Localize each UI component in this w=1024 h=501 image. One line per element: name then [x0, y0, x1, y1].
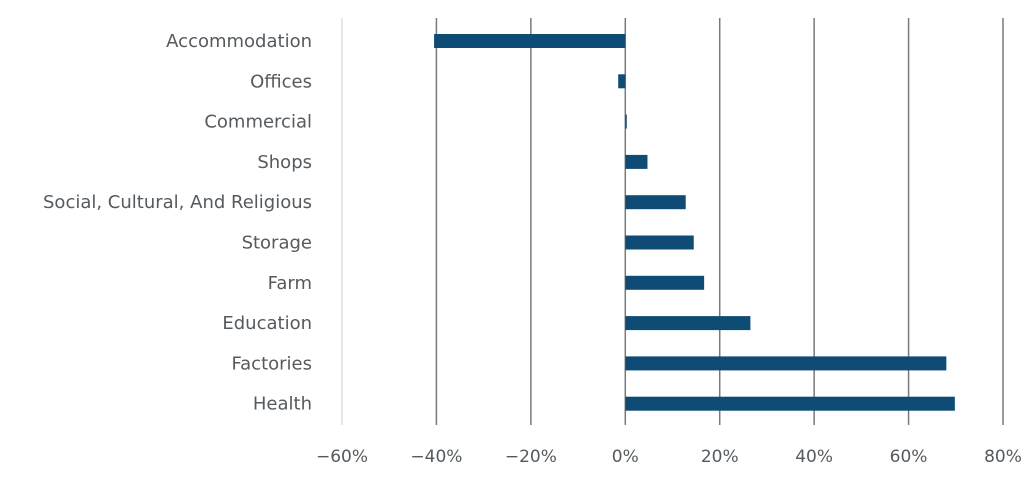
x-tick-label: 60% — [890, 447, 928, 467]
x-tick-label: −40% — [410, 447, 462, 467]
category-label: Shops — [257, 152, 312, 173]
bar — [625, 316, 751, 331]
bar — [625, 356, 947, 371]
bar — [618, 74, 626, 89]
x-tick-label: −20% — [505, 447, 557, 467]
bar — [434, 34, 626, 48]
category-label: Education — [222, 313, 312, 334]
category-label: Storage — [242, 233, 312, 254]
x-tick-label: −60% — [316, 447, 368, 467]
x-tick-label: 0% — [612, 447, 639, 467]
bar — [625, 114, 627, 129]
category-labels: Accommodation Offices Commercial Shops Socia… — [43, 31, 312, 415]
x-axis-tick-labels: −60% −40% −20% 0% 20% 40% 60% 80% — [316, 447, 1022, 467]
category-label: Social, Cultural, And Religious — [43, 192, 312, 213]
x-tick-label: 40% — [795, 447, 833, 467]
category-label: Commercial — [204, 112, 312, 133]
bar — [625, 396, 955, 411]
bar — [625, 275, 705, 290]
category-label: Factories — [231, 353, 312, 374]
x-tick-label: 20% — [701, 447, 739, 467]
bars — [434, 34, 955, 411]
bar — [625, 235, 694, 250]
category-label: Accommodation — [166, 31, 312, 52]
category-label: Health — [253, 394, 312, 415]
bar — [625, 195, 686, 210]
category-label: Farm — [268, 273, 312, 294]
x-tick-label: 80% — [984, 447, 1022, 467]
bar — [625, 154, 648, 169]
category-label: Offices — [250, 71, 312, 92]
